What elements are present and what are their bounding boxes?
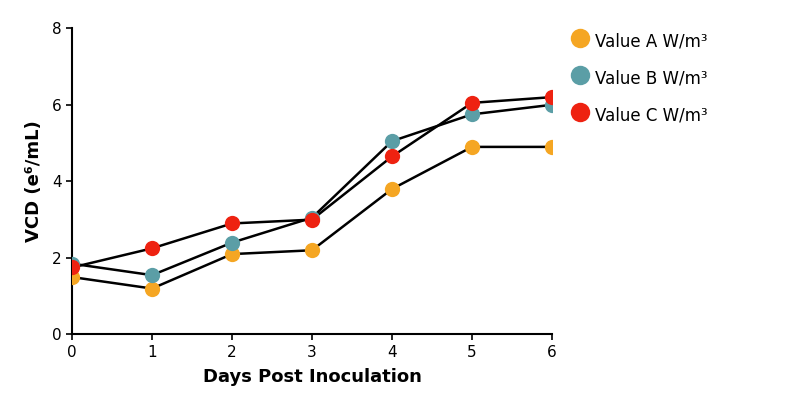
Value B W/m³ [307,215,317,220]
Value B W/m³ [67,261,77,266]
Line: Value C W/m³: Value C W/m³ [64,89,560,275]
Line: Value A W/m³: Value A W/m³ [64,139,560,296]
Value C W/m³ [227,221,237,226]
Y-axis label: VCD (e⁶/mL): VCD (e⁶/mL) [26,120,43,242]
Value A W/m³ [547,144,557,149]
Value A W/m³ [387,187,397,191]
Value C W/m³ [67,265,77,270]
X-axis label: Days Post Inoculation: Days Post Inoculation [202,368,422,386]
Value C W/m³ [467,100,477,105]
Value B W/m³ [147,273,157,278]
Value B W/m³ [547,102,557,107]
Line: Value B W/m³: Value B W/m³ [64,97,560,283]
Value C W/m³ [307,217,317,222]
Value B W/m³ [227,240,237,245]
Value C W/m³ [387,154,397,159]
Value C W/m³ [547,95,557,100]
Value A W/m³ [67,275,77,280]
Legend: Value A W/m³, Value B W/m³, Value C W/m³: Value A W/m³, Value B W/m³, Value C W/m³ [579,30,707,125]
Value A W/m³ [227,251,237,257]
Value B W/m³ [387,139,397,143]
Value A W/m³ [147,286,157,291]
Value A W/m³ [307,248,317,253]
Value A W/m³ [467,144,477,149]
Value B W/m³ [467,112,477,117]
Value C W/m³ [147,246,157,251]
